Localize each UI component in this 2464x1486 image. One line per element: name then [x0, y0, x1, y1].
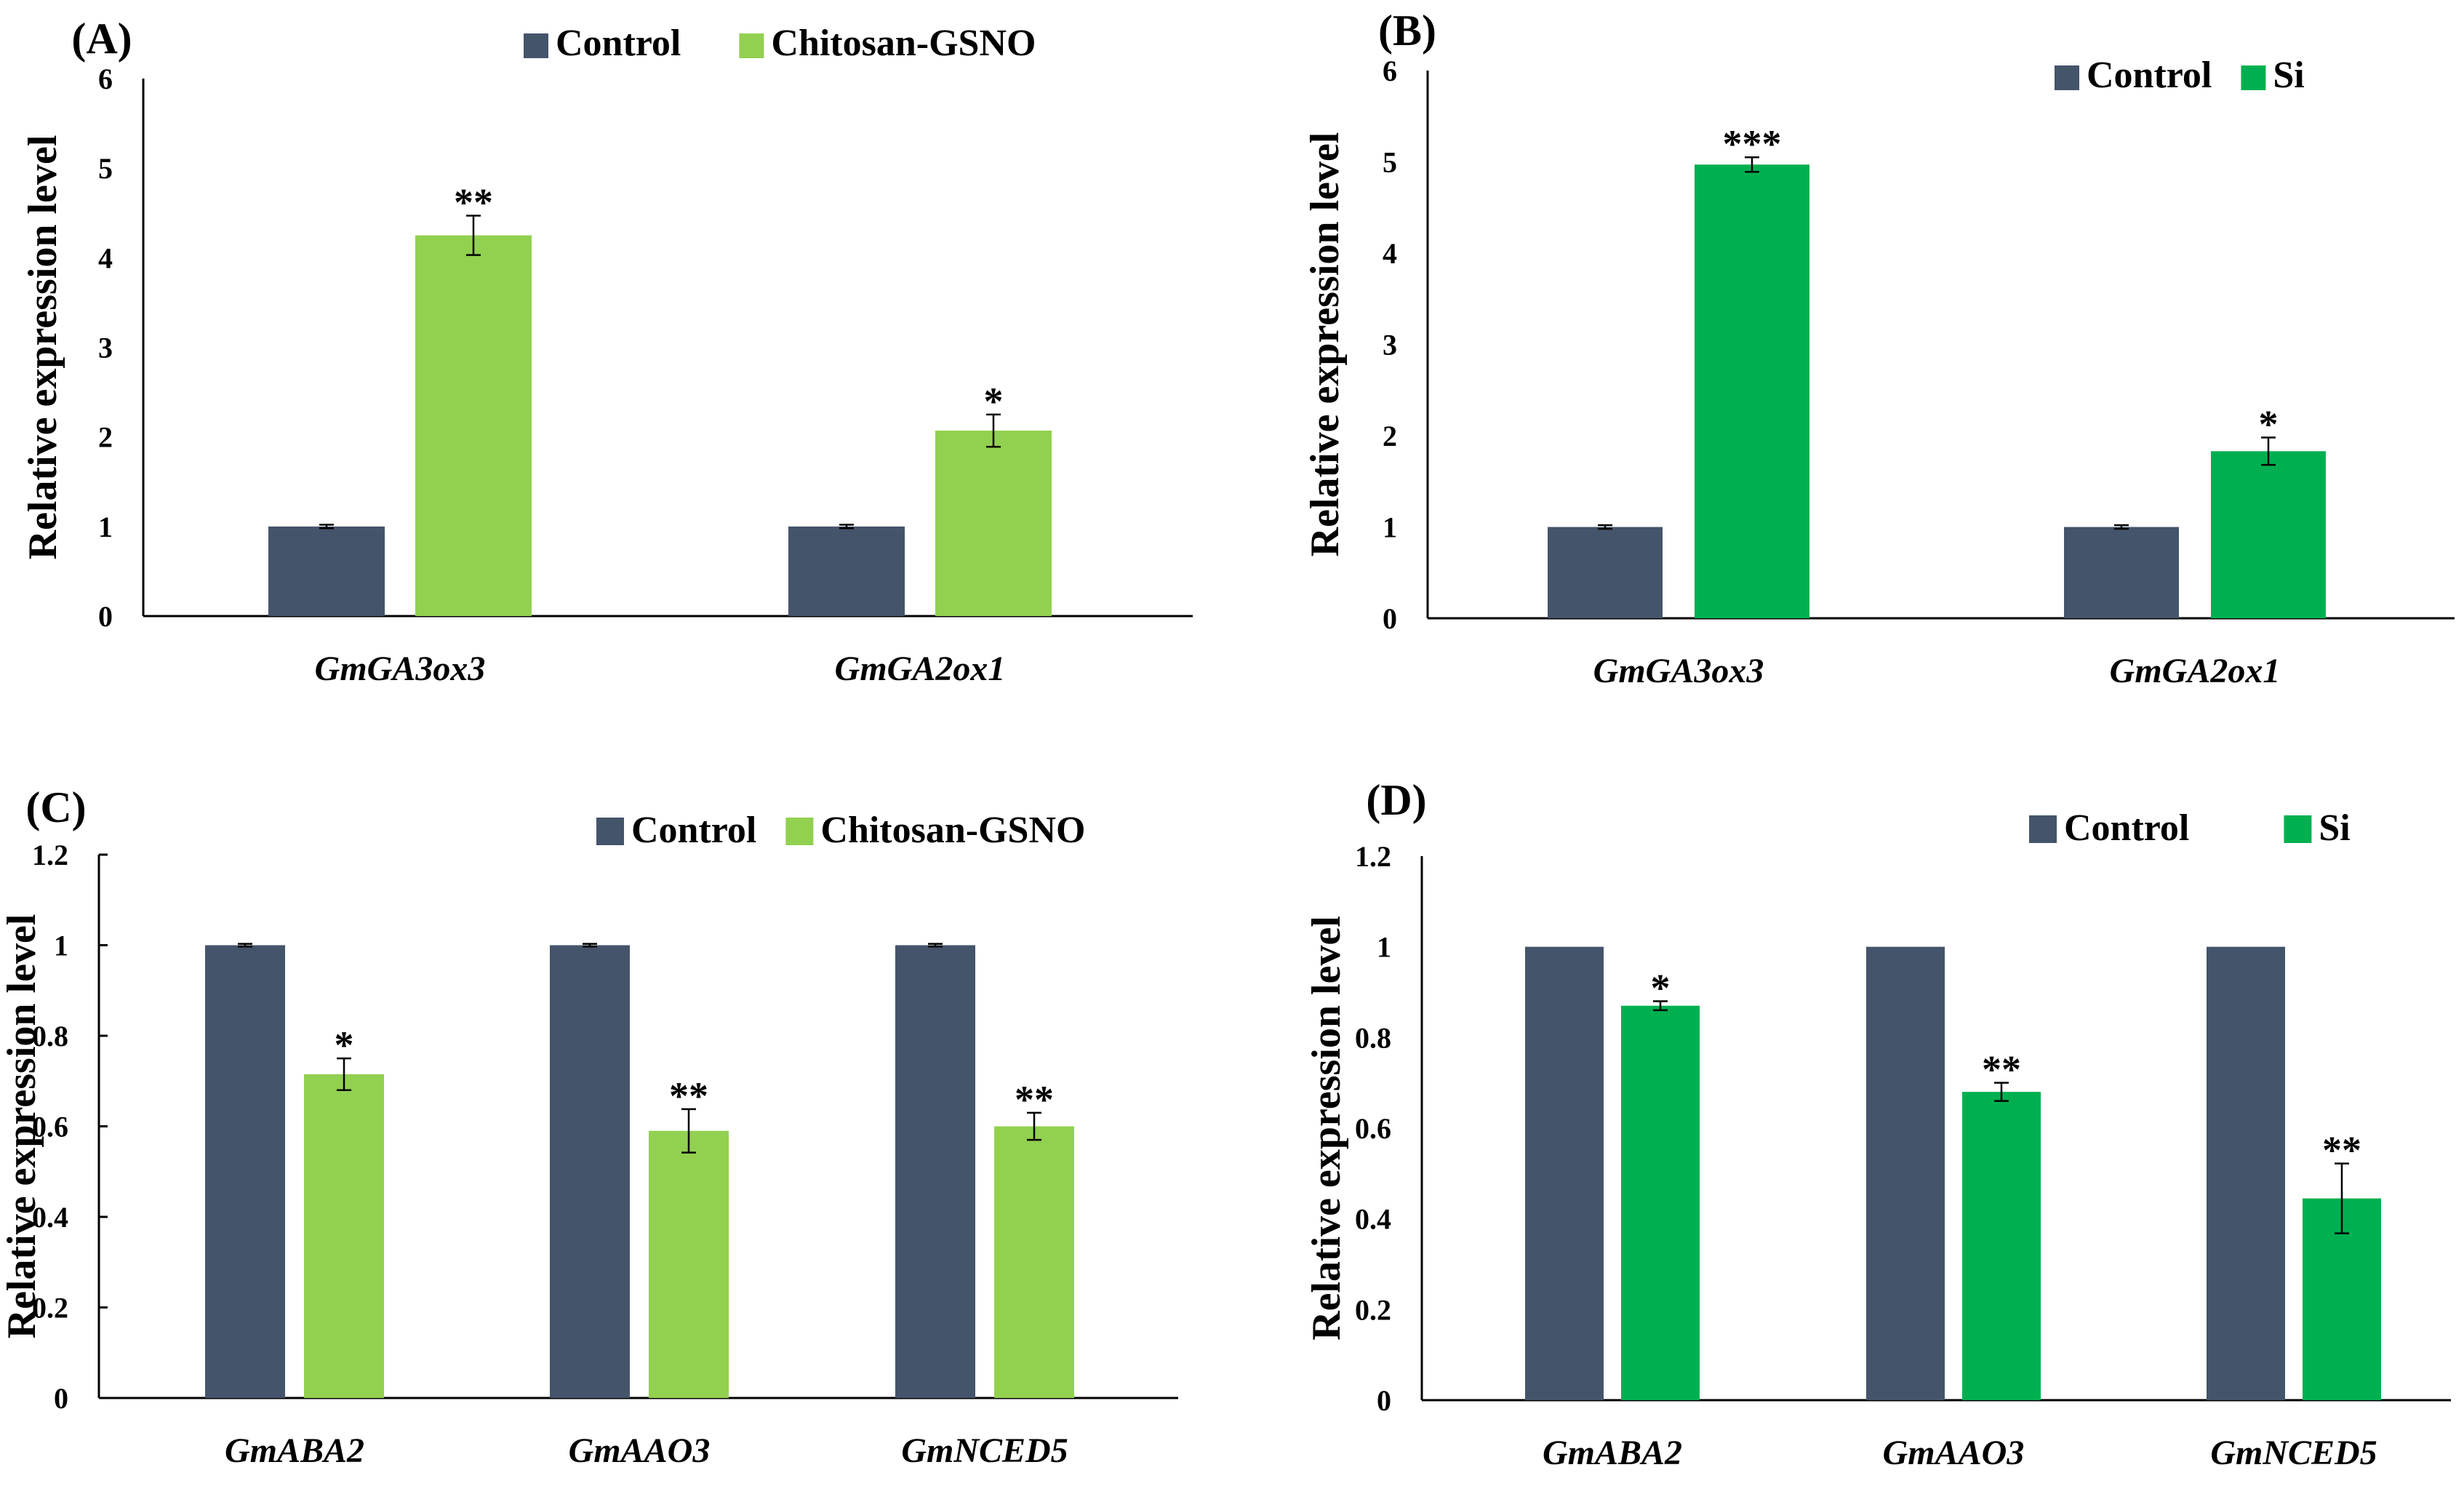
y-tick-label: 5: [1383, 146, 1397, 179]
y-tick-label: 1.2: [32, 839, 68, 871]
y-tick-label: 1.2: [1355, 840, 1391, 873]
significance-label: *: [984, 380, 1004, 423]
legend-swatch: [739, 33, 764, 58]
legend-swatch: [2055, 65, 2079, 90]
y-tick-label: 3: [98, 332, 113, 364]
category-label: GmGA2ox1: [2110, 652, 2281, 690]
significance-label: **: [1982, 1048, 2021, 1092]
category-label: GmGA3ox3: [1593, 652, 1764, 690]
y-tick-label: 2: [98, 421, 113, 454]
bar-control-gmnced5: [2207, 946, 2285, 1400]
bar-control-gmaba2: [1525, 946, 1604, 1400]
y-tick-label: 0.6: [32, 1111, 68, 1143]
category-label: GmNCED5: [2210, 1434, 2377, 1472]
bar-si-gmga2ox1: [2211, 451, 2326, 618]
significance-label: *: [2259, 403, 2279, 447]
y-axis-label: Relative expression level: [20, 135, 65, 560]
y-tick-label: 0.2: [1355, 1293, 1391, 1326]
legend-label: Chitosan-GSNO: [771, 23, 1036, 64]
significance-label: *: [1651, 966, 1671, 1010]
category-label: GmNCED5: [901, 1431, 1068, 1470]
category-label: GmABA2: [1543, 1434, 1682, 1472]
panel-label: (D): [1366, 776, 1426, 824]
category-label: GmAAO3: [569, 1431, 711, 1470]
y-tick-label: 1: [54, 930, 68, 962]
legend-label: Control: [2087, 55, 2212, 96]
y-tick-label: 2: [1383, 420, 1397, 452]
panel-c: (C) 0 0.2 0.4 0.6 0.8 1 1.2 Relative expression …: [0, 783, 1178, 1470]
category-label: GmABA2: [225, 1431, 364, 1470]
bar-si-gmaba2: [1621, 1005, 1700, 1400]
legend-label: Si: [2273, 55, 2304, 96]
y-axis-label: Relative expression level: [1304, 916, 1349, 1341]
legend-label: Si: [2319, 807, 2350, 849]
y-tick-label: 0.6: [1355, 1112, 1391, 1145]
significance-label: ***: [1723, 122, 1782, 166]
panel-label: (A): [71, 15, 132, 63]
category-label: GmGA3ox3: [315, 650, 486, 688]
significance-label: **: [454, 180, 493, 224]
bar-chitosan-gsno-gmnced5: [994, 1126, 1074, 1398]
legend-swatch: [785, 818, 814, 845]
panel-d: (D) 0 0.2 0.4 0.6 0.8 1 1.2 Relative expression …: [1304, 776, 2451, 1472]
significance-label: **: [2322, 1129, 2361, 1173]
legend-swatch: [2284, 815, 2312, 843]
y-tick-label: 1: [98, 511, 113, 543]
y-axis-label: Relative expression level: [0, 914, 44, 1339]
panel-b: (B) 0 1 2 3 4 5 6 Relative expression level *** Gm…: [1303, 7, 2455, 690]
bar-control-gmaao3: [550, 945, 630, 1398]
legend-label: Control: [2064, 807, 2189, 849]
y-tick-label: 0.2: [32, 1292, 68, 1325]
bar-control-gmnced5: [895, 945, 975, 1398]
bar-chitosan-gsno-gmga2ox1: [935, 431, 1052, 616]
legend-label: Control: [556, 23, 681, 64]
y-tick-label: 0: [98, 600, 113, 633]
bar-si-gmga3ox3: [1695, 164, 1809, 618]
y-tick-label: 0: [1383, 602, 1397, 635]
significance-label: **: [669, 1074, 708, 1118]
panel-label: (B): [1378, 7, 1436, 55]
y-tick-label: 6: [1383, 55, 1397, 87]
y-tick-label: 4: [98, 241, 113, 274]
bar-chitosan-gsno-gmaba2: [304, 1074, 384, 1398]
bar-control-gmaba2: [205, 945, 285, 1398]
y-tick-label: 4: [1383, 237, 1397, 270]
legend-label: Control: [631, 810, 756, 851]
y-axis-label: Relative expression level: [1303, 132, 1348, 557]
y-tick-label: 0.8: [32, 1020, 68, 1052]
y-tick-label: 5: [98, 152, 113, 185]
y-tick-label: 0: [54, 1382, 68, 1415]
y-tick-label: 3: [1383, 329, 1397, 361]
legend-swatch: [524, 33, 548, 58]
legend-swatch: [2029, 815, 2057, 843]
panel-label: (C): [25, 783, 86, 831]
bar-control-gmaao3: [1866, 946, 1945, 1400]
panel-a: (A) 0 1 2 3 4 5 6 Relative expression level ** GmG…: [20, 15, 1193, 688]
bar-control-gmga3ox3: [268, 526, 385, 616]
bar-chitosan-gsno-gmga3ox3: [415, 235, 532, 617]
category-label: GmAAO3: [1883, 1434, 2025, 1472]
legend-label: Chitosan-GSNO: [820, 810, 1085, 851]
bar-control-gmga3ox3: [1548, 527, 1663, 618]
bar-control-gmga2ox1: [2064, 527, 2179, 618]
significance-label: *: [335, 1023, 354, 1067]
y-tick-label: 1: [1383, 511, 1397, 544]
category-label: GmGA2ox1: [835, 650, 1006, 688]
y-tick-label: 6: [98, 63, 113, 95]
legend-swatch: [596, 818, 624, 845]
y-tick-label: 1: [1377, 931, 1391, 964]
bar-chitosan-gsno-gmaao3: [649, 1130, 729, 1398]
legend-swatch: [2241, 65, 2266, 90]
bar-si-gmaao3: [1962, 1092, 2041, 1400]
y-tick-label: 0.8: [1355, 1021, 1391, 1054]
y-tick-label: 0.4: [32, 1201, 68, 1234]
y-tick-label: 0: [1377, 1384, 1391, 1417]
y-tick-label: 0.4: [1355, 1203, 1391, 1236]
significance-label: **: [1015, 1078, 1054, 1122]
bar-control-gmga2ox1: [788, 526, 905, 616]
